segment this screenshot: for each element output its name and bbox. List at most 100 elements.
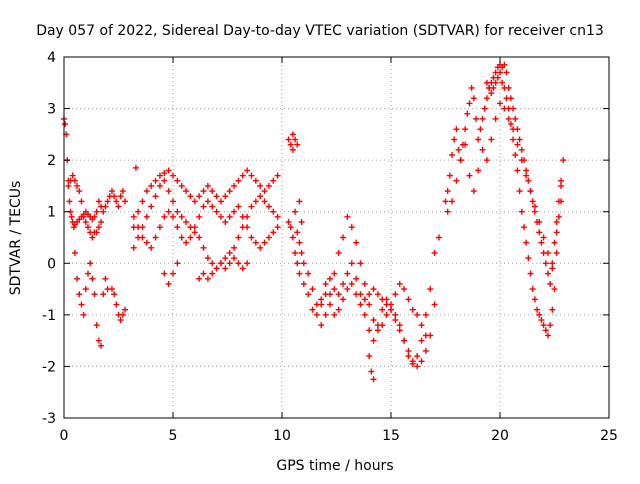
data-point: [178, 182, 185, 189]
data-point: [401, 337, 408, 344]
data-point: [183, 239, 190, 246]
data-point: [549, 260, 556, 267]
data-point: [418, 337, 425, 344]
data-point: [200, 244, 207, 251]
data-point: [165, 280, 172, 287]
y-tick-label: -3: [42, 411, 56, 427]
data-point: [174, 208, 181, 215]
data-point: [396, 322, 403, 329]
data-point: [261, 239, 268, 246]
data-point: [69, 172, 76, 179]
data-point: [235, 234, 242, 241]
data-point: [335, 291, 342, 298]
data-point: [366, 353, 373, 360]
data-point: [422, 347, 429, 354]
data-point: [553, 249, 560, 256]
data-point: [74, 275, 81, 282]
data-point: [111, 291, 118, 298]
data-point: [261, 188, 268, 195]
data-point: [231, 244, 238, 251]
data-point: [209, 260, 216, 267]
data-point: [115, 203, 122, 210]
data-point: [366, 291, 373, 298]
data-point: [95, 337, 102, 344]
data-point: [139, 198, 146, 205]
data-point: [542, 327, 549, 334]
data-point: [374, 327, 381, 334]
x-tick-label: 5: [169, 428, 178, 444]
data-point: [170, 213, 176, 220]
data-point: [165, 167, 172, 174]
data-point: [536, 229, 543, 236]
data-point: [353, 275, 360, 282]
data-point: [270, 177, 277, 184]
data-point: [475, 167, 482, 174]
data-point: [148, 203, 155, 210]
data-point: [222, 255, 229, 262]
data-point: [104, 198, 111, 205]
data-point: [322, 280, 329, 287]
data-point: [76, 188, 83, 195]
x-tick-label: 25: [600, 428, 618, 444]
data-point: [510, 126, 517, 133]
data-point: [248, 172, 255, 179]
data-points: [61, 61, 567, 383]
data-point: [414, 353, 421, 360]
data-point: [525, 177, 532, 184]
data-point: [388, 301, 394, 308]
data-point: [442, 198, 449, 205]
data-point: [370, 337, 377, 344]
data-point: [209, 270, 216, 277]
data-point: [91, 291, 98, 298]
data-point: [470, 188, 477, 195]
data-point: [453, 126, 460, 133]
y-axis-label: SDTVAR / TECUs: [8, 181, 24, 296]
data-point: [117, 317, 124, 324]
data-point: [235, 203, 242, 210]
data-point: [122, 198, 129, 205]
data-point: [544, 249, 551, 256]
data-point: [558, 182, 565, 189]
data-point: [217, 198, 224, 205]
data-point: [344, 270, 351, 277]
plot-frame: [63, 56, 610, 419]
data-point: [93, 229, 100, 236]
data-point: [418, 358, 425, 365]
data-point: [89, 234, 96, 241]
data-point: [226, 260, 233, 267]
data-point: [248, 203, 255, 210]
data-point: [152, 234, 159, 241]
data-point: [204, 182, 211, 189]
data-point: [523, 172, 530, 179]
data-point: [335, 306, 342, 313]
data-point: [217, 260, 224, 267]
data-point: [527, 270, 534, 277]
data-point: [536, 219, 543, 226]
data-point: [427, 286, 434, 293]
data-point: [340, 234, 347, 241]
data-point: [340, 280, 347, 287]
data-point: [348, 224, 355, 231]
data-point: [196, 275, 203, 282]
data-point: [148, 182, 155, 189]
data-point: [98, 219, 105, 226]
data-point: [435, 234, 442, 241]
data-point: [361, 296, 368, 303]
data-point: [200, 270, 207, 277]
data-point: [318, 301, 325, 308]
data-point: [492, 79, 499, 86]
data-point: [462, 141, 469, 148]
data-point: [235, 260, 242, 267]
data-point: [178, 234, 185, 241]
data-point: [204, 275, 211, 282]
data-point: [209, 203, 216, 210]
data-point: [405, 296, 412, 303]
data-point: [98, 342, 105, 349]
data-point: [66, 198, 73, 205]
data-point: [344, 213, 351, 220]
data-point: [475, 136, 482, 143]
data-point: [322, 311, 329, 318]
axis-ticks: 0 5 10 15 20 25 -3 -2 -1 0 1 2 3 4: [42, 50, 618, 444]
data-point: [514, 141, 521, 148]
data-point: [222, 265, 229, 272]
